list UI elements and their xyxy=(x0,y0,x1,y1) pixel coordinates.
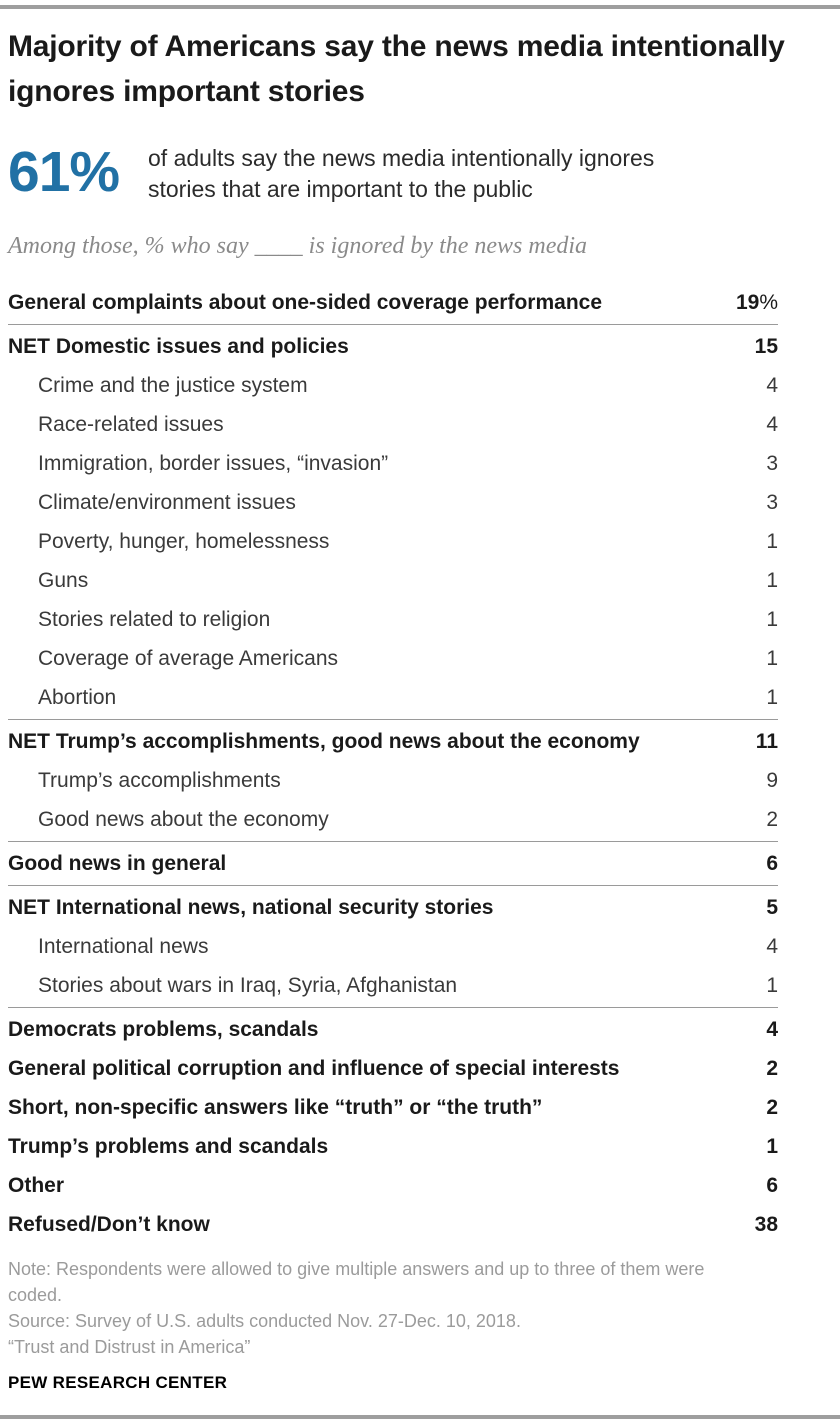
source-note: Source: Survey of U.S. adults conducted … xyxy=(8,1311,521,1331)
row-label: Abortion xyxy=(38,685,117,709)
row-value: 2 xyxy=(766,1095,778,1119)
row-value: 3 xyxy=(766,451,778,475)
row-divider xyxy=(8,719,778,720)
row-label: Poverty, hunger, homelessness xyxy=(38,529,330,553)
table-row: NET International news, national securit… xyxy=(8,888,778,927)
table-row: Climate/environment issues 3 xyxy=(8,483,778,522)
row-label: Trump’s problems and scandals xyxy=(8,1134,329,1158)
row-label: Stories about wars in Iraq, Syria, Afgha… xyxy=(38,973,458,997)
row-divider xyxy=(8,1007,778,1008)
table-row: Stories about wars in Iraq, Syria, Afgha… xyxy=(8,966,778,1005)
page-title: Majority of Americans say the news media… xyxy=(8,30,785,108)
table-row: International news 4 xyxy=(8,927,778,966)
footnote: Note: Respondents were allowed to give m… xyxy=(8,1259,705,1305)
row-value: 19% xyxy=(735,290,778,314)
stat-description: of adults say the news media intentional… xyxy=(148,145,655,202)
chart-subtitle: Among those, % who say ____ is ignored b… xyxy=(8,233,588,259)
table-row: General complaints about one-sided cover… xyxy=(8,283,778,322)
row-label: Good news about the economy xyxy=(38,807,329,831)
table-row: Trump’s problems and scandals 1 xyxy=(8,1127,778,1166)
row-label: Climate/environment issues xyxy=(38,490,296,514)
row-value: 4 xyxy=(766,934,778,958)
row-label: Race-related issues xyxy=(38,412,224,436)
bottom-divider xyxy=(0,1415,840,1419)
table-row: Good news in general 6 xyxy=(8,844,778,883)
row-value: 1 xyxy=(766,607,778,631)
row-label: Immigration, border issues, “invasion” xyxy=(38,451,389,475)
table-row: Other 6 xyxy=(8,1166,778,1205)
row-label: Good news in general xyxy=(8,851,227,875)
row-value: 38 xyxy=(754,1212,778,1236)
row-divider xyxy=(8,885,778,886)
footer: Note: Respondents were allowed to give m… xyxy=(8,1256,832,1393)
table-row: General political corruption and influen… xyxy=(8,1049,778,1088)
row-divider xyxy=(8,841,778,842)
row-divider xyxy=(8,324,778,325)
row-label: Trump’s accomplishments xyxy=(38,768,281,792)
table-row: Short, non-specific answers like “truth”… xyxy=(8,1088,778,1127)
row-value: 11 xyxy=(755,729,778,753)
stat-callout: 61% of adults say the news media intenti… xyxy=(8,142,832,205)
row-value: 1 xyxy=(766,646,778,670)
row-value: 6 xyxy=(766,1173,778,1197)
row-label: Democrats problems, scandals xyxy=(8,1017,319,1041)
row-value: 4 xyxy=(766,373,778,397)
table-row: NET Domestic issues and policies 15 xyxy=(8,327,778,366)
row-value: 2 xyxy=(766,1056,778,1080)
row-value: 9 xyxy=(766,768,778,792)
table-row: Race-related issues 4 xyxy=(8,405,778,444)
table-row: Immigration, border issues, “invasion” 3 xyxy=(8,444,778,483)
row-value: 3 xyxy=(766,490,778,514)
row-value: 6 xyxy=(766,851,778,875)
row-label: Stories related to religion xyxy=(38,607,271,631)
row-value: 2 xyxy=(766,807,778,831)
row-label: International news xyxy=(38,934,209,958)
table-row: Guns 1 xyxy=(8,561,778,600)
table-row: Trump’s accomplishments 9 xyxy=(8,761,778,800)
row-label: NET Trump’s accomplishments, good news a… xyxy=(8,729,640,753)
table-row: Abortion 1 xyxy=(8,678,778,717)
row-label: Refused/Don’t know xyxy=(8,1212,210,1236)
table-row: Poverty, hunger, homelessness 1 xyxy=(8,522,778,561)
row-value: 1 xyxy=(766,568,778,592)
row-label: Guns xyxy=(38,568,89,592)
row-value: 1 xyxy=(766,1134,778,1158)
row-label: Coverage of average Americans xyxy=(38,646,338,670)
row-label: General political corruption and influen… xyxy=(8,1056,620,1080)
row-value: 15 xyxy=(754,334,778,358)
row-label: NET International news, national securit… xyxy=(8,895,494,919)
table-row: Coverage of average Americans 1 xyxy=(8,639,778,678)
table-row: Crime and the justice system 4 xyxy=(8,366,778,405)
table-row: Good news about the economy 2 xyxy=(8,800,778,839)
stories-table: General complaints about one-sided cover… xyxy=(8,283,778,1244)
row-value: 5 xyxy=(766,895,778,919)
table-row: Democrats problems, scandals 4 xyxy=(8,1010,778,1049)
table-row: Stories related to religion 1 xyxy=(8,600,778,639)
report-title: “Trust and Distrust in America” xyxy=(8,1337,251,1357)
row-value: 1 xyxy=(766,685,778,709)
row-label: Other xyxy=(8,1173,65,1197)
stat-value: 61% xyxy=(8,140,120,204)
top-divider xyxy=(0,5,840,9)
row-label: General complaints about one-sided cover… xyxy=(8,290,602,314)
table-row: Refused/Don’t know 38 xyxy=(8,1205,778,1244)
row-value: 4 xyxy=(766,412,778,436)
row-label: Short, non-specific answers like “truth”… xyxy=(8,1095,543,1119)
row-label: Crime and the justice system xyxy=(38,373,308,397)
row-label: NET Domestic issues and policies xyxy=(8,334,349,358)
table-row: NET Trump’s accomplishments, good news a… xyxy=(8,722,778,761)
row-value: 4 xyxy=(766,1017,778,1041)
row-value: 1 xyxy=(766,973,778,997)
row-value: 1 xyxy=(766,529,778,553)
brand-label: PEW RESEARCH CENTER xyxy=(8,1373,228,1392)
percent-sign: % xyxy=(759,290,778,314)
